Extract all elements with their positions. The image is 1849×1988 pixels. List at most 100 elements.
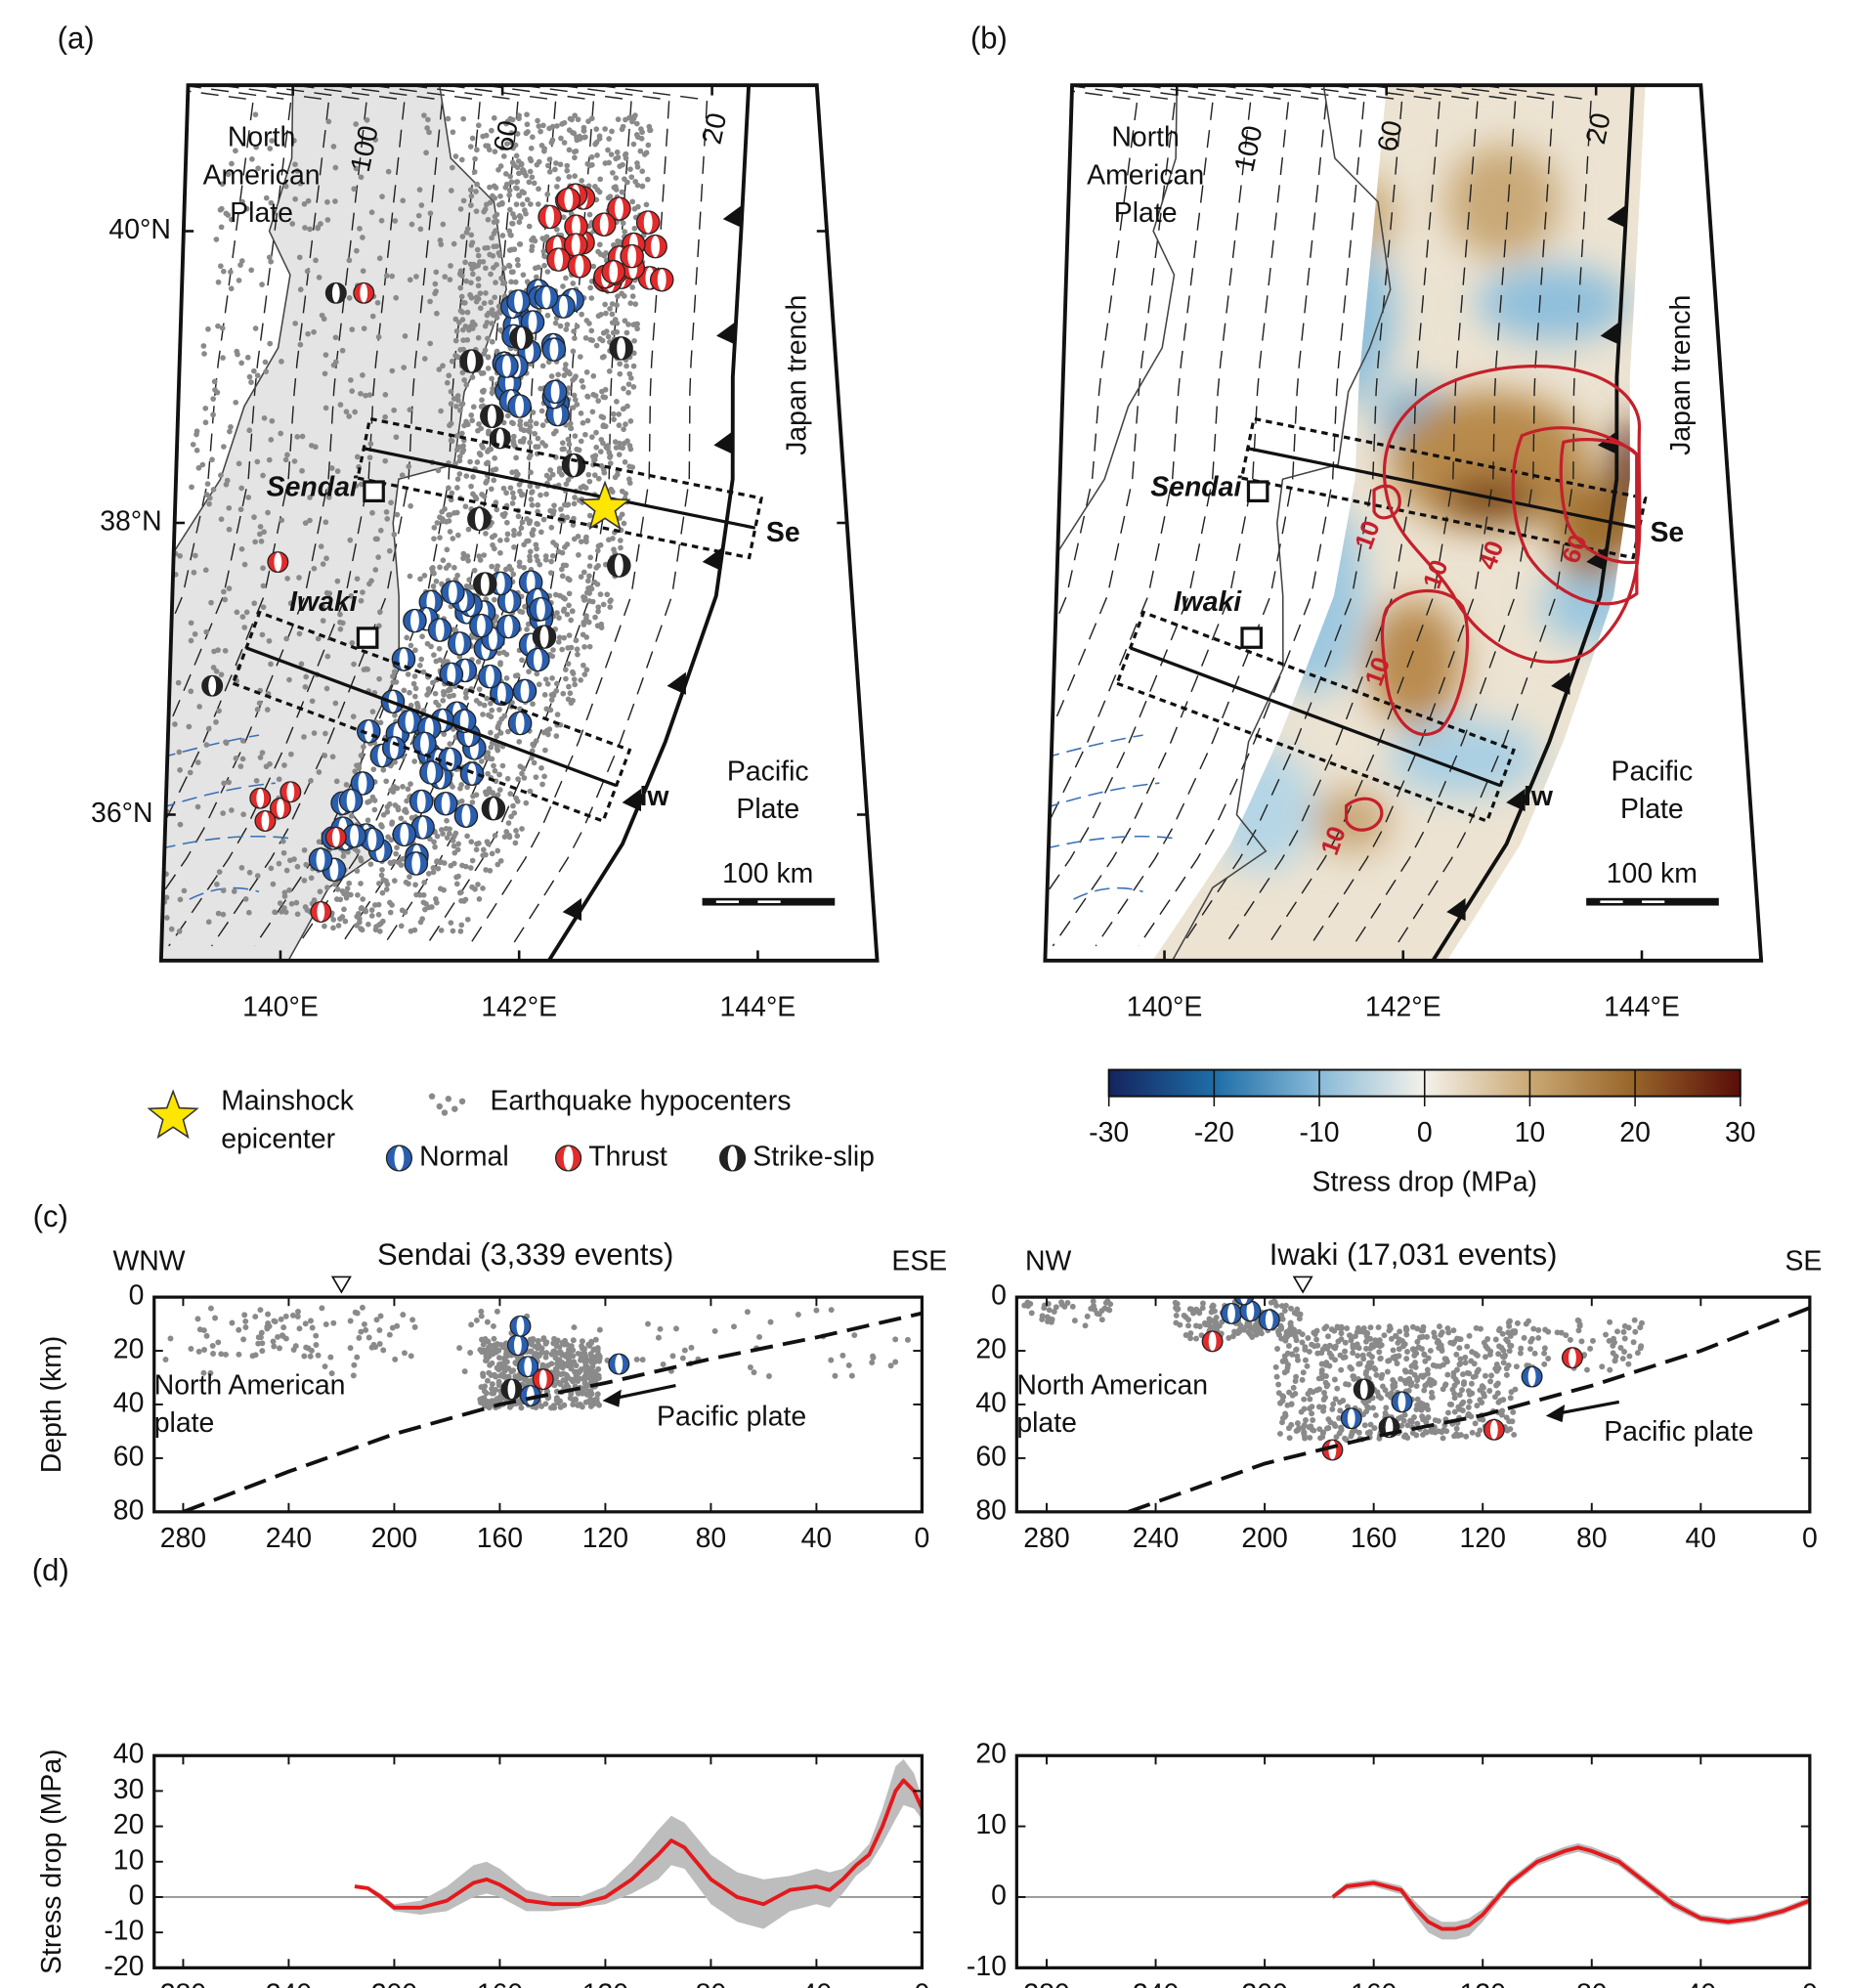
hypocenter-dot bbox=[892, 1359, 899, 1365]
hypocenter-dot bbox=[411, 673, 418, 679]
hypocenter-dot bbox=[469, 135, 476, 142]
hypocenter-dot bbox=[506, 192, 512, 198]
hypocenter-dot bbox=[611, 411, 617, 417]
hypocenter-dot bbox=[560, 608, 567, 614]
hypocenter-dot bbox=[510, 571, 517, 578]
focal-mechanism-nodal bbox=[1527, 1366, 1536, 1387]
hypocenter-dot bbox=[492, 618, 498, 624]
hypocenter-dot bbox=[475, 262, 482, 269]
hypocenter-dot bbox=[1496, 1325, 1503, 1332]
hypocenter-dot bbox=[1331, 1421, 1338, 1428]
hypocenter-dot bbox=[389, 273, 395, 280]
hypocenter-dot bbox=[1337, 1352, 1344, 1359]
hypocenter-dot bbox=[508, 179, 515, 186]
hypocenter-dot bbox=[160, 795, 165, 801]
hypocenter-dot bbox=[584, 393, 590, 400]
hypocenter-dot bbox=[572, 681, 579, 688]
hypocenter-dot bbox=[212, 1315, 219, 1321]
hypocenter-dot bbox=[587, 336, 594, 343]
hypocenter-dot bbox=[586, 478, 593, 485]
hypocenter-dot bbox=[452, 460, 458, 467]
hypocenter-dot bbox=[526, 454, 533, 461]
hypocenter-dot bbox=[594, 152, 600, 158]
hypocenter-dot bbox=[459, 309, 466, 316]
lat-tick-label: 40°N bbox=[108, 214, 170, 245]
hypocenter-dot bbox=[1444, 1371, 1451, 1378]
hypocenter-dot bbox=[571, 1324, 578, 1331]
hypocenter-dot bbox=[1231, 1328, 1238, 1335]
hypocenter-dot bbox=[595, 248, 601, 255]
hypocenter-dot bbox=[564, 514, 571, 521]
hypocenter-dot bbox=[487, 867, 494, 874]
plate-label: Plate bbox=[230, 197, 293, 229]
hypocenter-dot bbox=[120, 708, 126, 713]
hypocenter-dot bbox=[354, 922, 360, 929]
focal-mechanism-nodal bbox=[1265, 1310, 1273, 1330]
plate-label: American bbox=[1087, 159, 1204, 191]
hypocenter-dot bbox=[236, 1351, 242, 1358]
hypocenter-dot bbox=[227, 428, 233, 435]
hypocenter-dot bbox=[302, 684, 309, 690]
hypocenter-dot bbox=[572, 335, 578, 341]
x-tick-label: 160 bbox=[477, 1978, 523, 1988]
y-tick-label: 80 bbox=[975, 1494, 1007, 1526]
hypocenter-dot bbox=[1541, 1361, 1548, 1367]
hypocenter-dot bbox=[588, 1377, 594, 1384]
hypocenter-dot bbox=[559, 566, 565, 573]
hypocenter-dot bbox=[489, 1381, 495, 1388]
hypocenter-dot bbox=[115, 903, 121, 909]
hypocenter-dot bbox=[298, 661, 305, 668]
hypocenter-dot bbox=[554, 184, 560, 190]
hypocenter-dot bbox=[228, 216, 235, 223]
hypocenter-dot bbox=[555, 176, 562, 182]
hypocenter-dot bbox=[489, 389, 495, 396]
hypocenter-dot bbox=[542, 1340, 549, 1347]
hypocenter-dot bbox=[475, 882, 481, 887]
hypocenter-dot bbox=[222, 647, 229, 654]
hypocenter-dot bbox=[540, 729, 547, 736]
focal-mechanism-nodal bbox=[461, 804, 471, 827]
hypocenter-dot bbox=[462, 863, 469, 870]
hypocenter-dot bbox=[529, 490, 535, 496]
hypocenter-dot bbox=[628, 375, 634, 381]
hypocenter-dot bbox=[392, 1356, 399, 1362]
hypocenter-dot bbox=[485, 841, 492, 847]
hypocenter-dot bbox=[564, 541, 571, 547]
focal-mechanism-nodal bbox=[317, 902, 325, 922]
hypocenter-dot bbox=[607, 454, 613, 460]
panel-label: (a) bbox=[58, 22, 95, 56]
hypocenter-dot bbox=[588, 327, 595, 334]
hypocenter-dot bbox=[311, 730, 318, 736]
hypocenter-dot bbox=[164, 915, 170, 921]
hypocenter-dot bbox=[268, 865, 275, 872]
hypocenter-dot bbox=[592, 184, 598, 190]
hypocenter-dot bbox=[490, 790, 495, 796]
hypocenter-dot bbox=[1307, 1396, 1313, 1403]
focal-mechanism-nodal bbox=[549, 338, 559, 361]
hypocenter-dot bbox=[451, 564, 457, 571]
hypocenter-dot bbox=[349, 326, 356, 332]
hypocenter-dot bbox=[470, 261, 477, 268]
hypocenter-dot bbox=[539, 363, 546, 369]
hypocenter-dot bbox=[747, 1364, 753, 1371]
hypocenter-dot bbox=[446, 831, 452, 837]
trench-triangle bbox=[1607, 204, 1626, 229]
hypocenter-dot bbox=[554, 123, 560, 129]
hypocenter-dot bbox=[1289, 1351, 1296, 1358]
hypocenter-dot bbox=[624, 329, 630, 336]
hypocenter-dot bbox=[870, 1353, 877, 1360]
hypocenter-dot bbox=[828, 1307, 835, 1314]
hypocenter-dot bbox=[423, 150, 429, 156]
hypocenter-dot bbox=[483, 460, 490, 467]
hypocenter-dot bbox=[1357, 1327, 1364, 1334]
hypocenter-dot bbox=[1446, 1401, 1453, 1407]
hypocenter-dot bbox=[390, 784, 397, 790]
hypocenter-dot bbox=[294, 863, 301, 870]
hypocenter-dot bbox=[431, 839, 437, 845]
trench-triangle bbox=[1600, 322, 1619, 345]
hypocenter-dot bbox=[600, 414, 607, 421]
hypocenter-dot bbox=[177, 896, 184, 903]
hypocenter-dot bbox=[1285, 1343, 1292, 1349]
hypocenter-dot bbox=[1480, 1384, 1486, 1391]
hypocenter-dot bbox=[188, 1346, 194, 1352]
